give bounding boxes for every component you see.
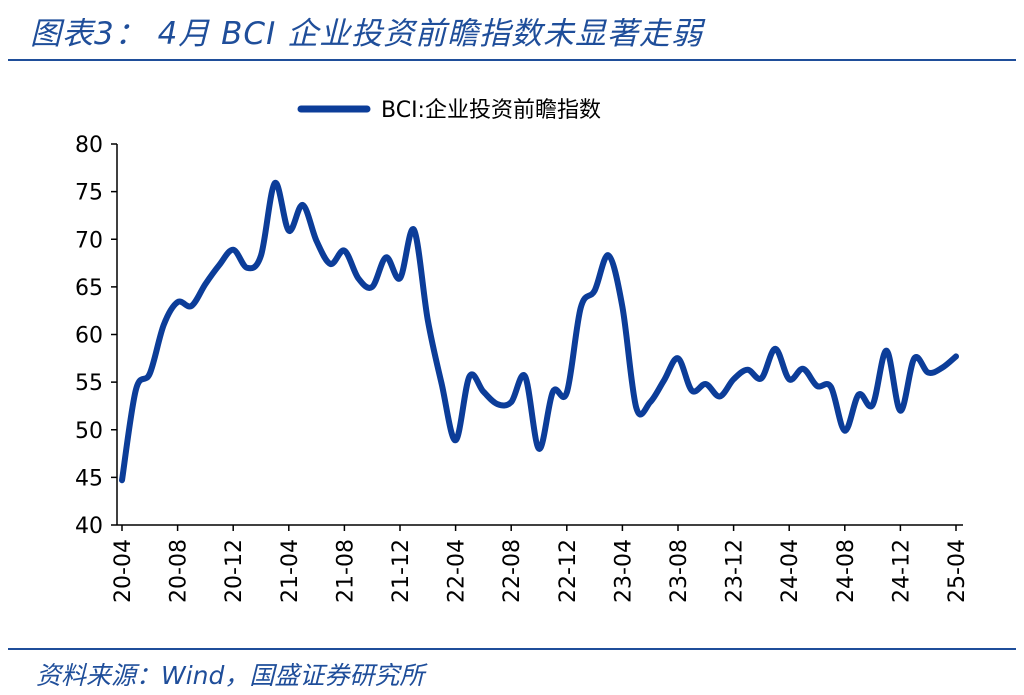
series-line-bci xyxy=(119,180,959,484)
y-tick-label: 70 xyxy=(75,228,103,253)
bottom-divider xyxy=(8,648,1016,650)
x-tick-label: 25-04 xyxy=(945,539,970,603)
x-tick-label: 22-04 xyxy=(445,539,470,603)
chart-legend: BCI:企业投资前瞻指数 xyxy=(297,98,601,123)
top-divider xyxy=(8,59,1016,61)
y-axis: 40 45 50 55 60 65 70 75 80 xyxy=(75,133,118,539)
y-tick-label: 65 xyxy=(75,276,103,301)
y-tick-label: 60 xyxy=(75,324,103,349)
x-tick-label: 24-04 xyxy=(778,539,803,603)
x-tick-label: 23-04 xyxy=(611,539,636,603)
x-tick-label: 20-12 xyxy=(222,539,247,603)
y-tick-label: 50 xyxy=(75,419,103,444)
y-tick-label: 45 xyxy=(75,466,103,491)
y-tick-label: 75 xyxy=(75,181,103,206)
plot-area xyxy=(119,180,959,484)
x-tick-label: 23-08 xyxy=(667,539,692,603)
x-tick-label: 23-12 xyxy=(723,539,748,603)
x-tick-label: 22-08 xyxy=(500,539,525,603)
x-tick-label: 24-08 xyxy=(834,539,859,603)
chart-figure-title: 图表3： 4月 BCI 企业投资前瞻指数未显著走弱 xyxy=(30,16,704,52)
legend-label: BCI:企业投资前瞻指数 xyxy=(381,98,601,123)
x-tick-label: 20-04 xyxy=(111,539,136,603)
x-tick-label: 21-12 xyxy=(389,539,414,603)
x-tick-label: 21-08 xyxy=(333,539,358,603)
x-tick-label: 22-12 xyxy=(556,539,581,603)
x-tick-label: 20-08 xyxy=(167,539,192,603)
y-tick-label: 55 xyxy=(75,371,103,396)
x-tick-label: 21-04 xyxy=(278,539,303,603)
y-tick-label: 40 xyxy=(75,514,103,539)
x-tick-label: 24-12 xyxy=(889,539,914,603)
x-axis: 20-04 20-08 20-12 21-04 21-08 21-12 22-04 22-08… xyxy=(111,524,970,603)
source-note: 资料来源：Wind，国盛证券研究所 xyxy=(36,661,425,690)
y-tick-label: 80 xyxy=(75,133,103,158)
